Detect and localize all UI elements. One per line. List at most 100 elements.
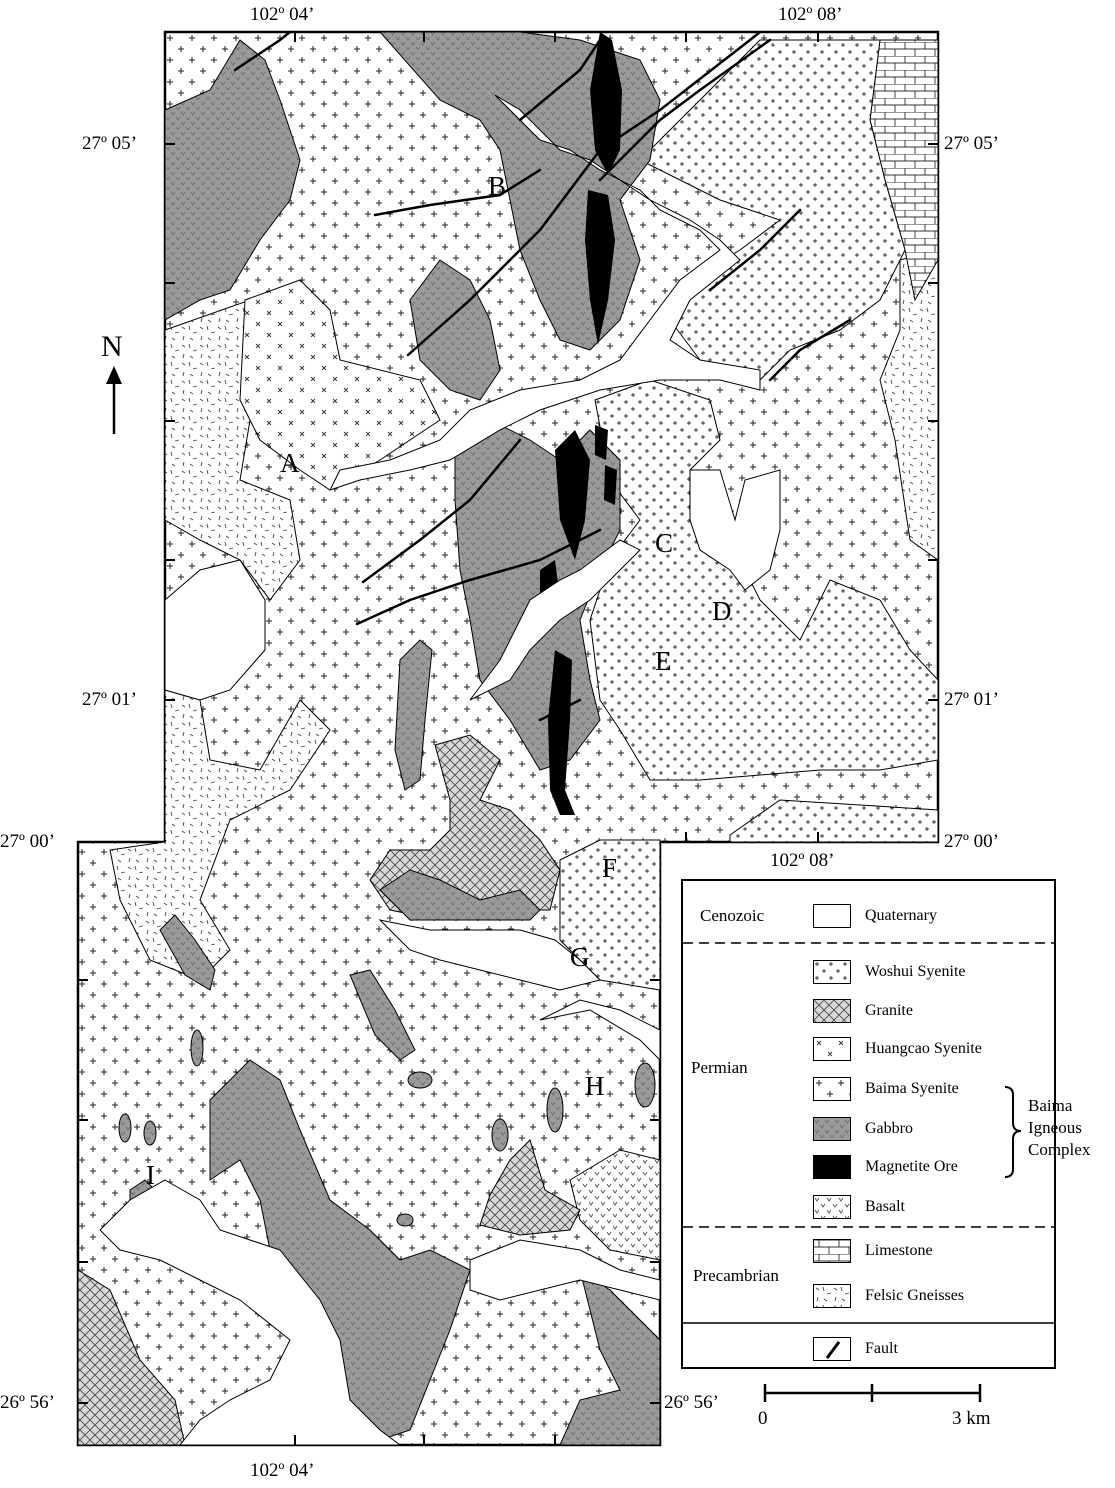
legend-item-gabbro: Gabbro — [813, 1116, 913, 1142]
swatch-gabbro — [813, 1117, 851, 1141]
gabbro-south-right — [559, 1268, 661, 1446]
swatch-baima — [813, 1077, 851, 1101]
granite-h — [479, 1139, 581, 1236]
legend-item-gneiss: Felsic Gneisses — [813, 1283, 964, 1309]
fault-7 — [768, 318, 852, 382]
quaternary-b — [329, 94, 761, 491]
legend-label-woshui: Woshui Syenite — [865, 963, 966, 980]
coord-left-1: 27º 05’ — [82, 133, 137, 154]
gabbro-lens-3 — [349, 969, 416, 1061]
fault-2 — [373, 168, 542, 217]
basalt-se — [569, 1149, 661, 1261]
quaternary-southeast — [469, 1239, 661, 1301]
group-label-line-2: Igneous — [1028, 1118, 1082, 1137]
swatch-quaternary — [813, 904, 851, 928]
fault-4 — [518, 38, 602, 122]
gabbro-south — [209, 1059, 471, 1441]
site-label-b: B — [488, 171, 507, 201]
gabbro-northwest — [164, 39, 301, 321]
legend-label-magnetite: Magnetite Ore — [865, 1158, 958, 1175]
swatch-woshui — [813, 960, 851, 984]
gabbro-b-west — [409, 259, 501, 401]
magnetite-south — [548, 650, 575, 815]
coord-right-2: 27º 01’ — [944, 689, 999, 710]
woshui-fg — [559, 839, 661, 991]
fault-5 — [598, 38, 772, 182]
swatch-gneiss — [813, 1284, 851, 1308]
legend-item-fault: Fault — [813, 1336, 898, 1362]
swatch-magnetite — [813, 1155, 851, 1179]
site-label-h: H — [585, 1071, 605, 1101]
legend-label-limestone: Limestone — [865, 1242, 933, 1259]
north-arrow-icon — [106, 366, 122, 434]
legend-label-gneiss: Felsic Gneisses — [865, 1287, 965, 1304]
huangcao-a — [239, 279, 441, 491]
site-label-d: D — [712, 596, 732, 626]
gabbro-lens-10 — [634, 1062, 656, 1108]
quaternary-fg — [378, 919, 601, 991]
coord-right-4: 26º 56’ — [664, 1392, 719, 1413]
magnetite-b — [585, 190, 615, 345]
magnetite-central-c — [604, 465, 617, 505]
coord-bottom-1: 102º 04’ — [250, 1460, 315, 1481]
gabbro-lens-11 — [407, 1071, 433, 1089]
fault-3 — [406, 30, 762, 357]
swatch-limestone — [813, 1239, 851, 1263]
quaternary-south — [99, 1179, 402, 1446]
magnetite-central-a — [555, 430, 590, 560]
gabbro-lens-5 — [190, 1029, 204, 1067]
gabbro-lens-4 — [379, 869, 541, 921]
legend-label-huangcao: Huangcao Syenite — [865, 1040, 982, 1057]
scale-start-label: 0 — [758, 1408, 768, 1429]
coord-inner-lon: 102º 08’ — [770, 850, 835, 871]
site-label-i: I — [146, 1160, 155, 1190]
site-label-c: C — [655, 528, 674, 558]
group-label-line-3: Complex — [1028, 1140, 1091, 1159]
gabbro-lens-7 — [143, 1120, 157, 1146]
legend-label-granite: Granite — [865, 1002, 913, 1019]
legend-label-quaternary: Quaternary — [865, 907, 937, 924]
gabbro-lens-8 — [546, 1087, 564, 1133]
gabbro-lens-12 — [396, 1213, 414, 1227]
woshui-east-edge — [729, 799, 939, 843]
coord-right-3: 27º 00’ — [944, 831, 999, 852]
faults — [233, 30, 852, 722]
coord-top-2: 102º 08’ — [778, 4, 843, 25]
legend-label-fault: Fault — [865, 1340, 898, 1357]
gabbro-lens-6 — [118, 1113, 132, 1143]
coord-left-2: 27º 01’ — [82, 689, 137, 710]
site-label-g: G — [570, 942, 590, 972]
scale-end-label: 3 km — [952, 1408, 991, 1429]
quaternary-mid-east — [539, 999, 661, 1062]
site-label-a: A — [280, 448, 300, 478]
fault-9 — [355, 528, 602, 626]
coord-top-1: 102º 04’ — [250, 4, 315, 25]
site-label-f: F — [602, 853, 618, 883]
legend-label-baima: Baima Syenite — [865, 1080, 959, 1097]
fault-icon — [813, 1337, 851, 1361]
site-label-e: E — [655, 646, 672, 676]
scale-bar — [763, 1384, 982, 1402]
legend-item-limestone: Limestone — [813, 1238, 933, 1264]
coord-right-1: 27º 05’ — [944, 133, 999, 154]
gabbro-lens-9 — [491, 1118, 509, 1152]
swatch-basalt — [813, 1195, 851, 1219]
fault-6 — [708, 208, 802, 292]
swatch-huangcao — [813, 1037, 851, 1061]
legend-item-granite: Granite — [813, 998, 913, 1024]
gneiss-southwest — [109, 689, 331, 981]
legend-item-baima: Baima Syenite — [813, 1076, 959, 1102]
era-cenozoic: Cenozoic — [700, 906, 765, 925]
gneiss-east-strip — [879, 249, 939, 561]
era-precambrian: Precambrian — [693, 1266, 779, 1285]
coord-left-3: 27º 00’ — [0, 831, 55, 852]
legend-label-basalt: Basalt — [865, 1198, 905, 1215]
fault-1 — [233, 30, 292, 72]
fault-8 — [361, 438, 522, 584]
legend-item-quaternary: Quaternary — [813, 903, 937, 929]
legend-lines — [683, 942, 1054, 1324]
fault-10 — [538, 698, 582, 722]
frame-ticks — [78, 32, 938, 1445]
north-label: N — [101, 330, 123, 363]
era-permian: Permian — [691, 1058, 748, 1077]
